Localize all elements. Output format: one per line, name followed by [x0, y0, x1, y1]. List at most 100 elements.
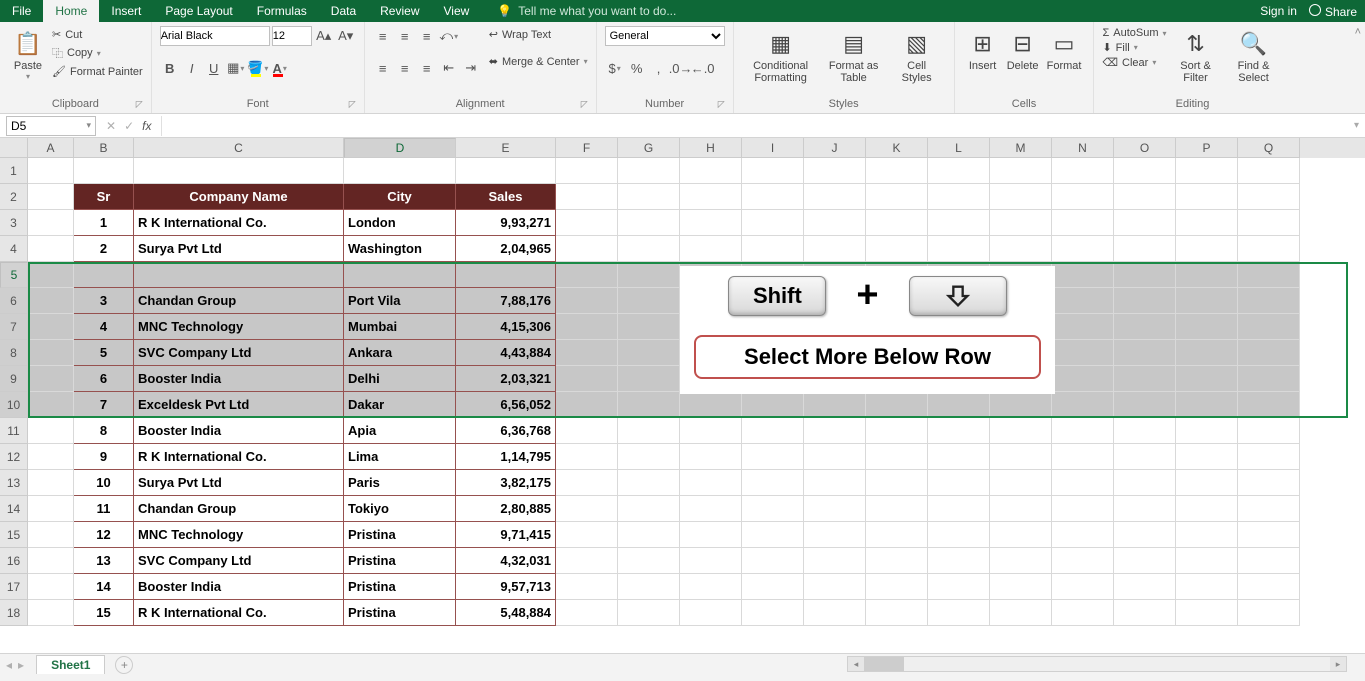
cell-F16[interactable]: [556, 548, 618, 574]
tab-formulas[interactable]: Formulas: [245, 0, 319, 22]
cell-F8[interactable]: [556, 340, 618, 366]
cell-D13[interactable]: Paris: [344, 470, 456, 496]
cell-D18[interactable]: Pristina: [344, 600, 456, 626]
cell-L10[interactable]: [928, 392, 990, 418]
cell-J3[interactable]: [804, 210, 866, 236]
cell-E9[interactable]: 2,03,321: [456, 366, 556, 392]
cell-O13[interactable]: [1114, 470, 1176, 496]
share-button[interactable]: Share: [1309, 4, 1357, 19]
cell-O10[interactable]: [1114, 392, 1176, 418]
cell-E12[interactable]: 1,14,795: [456, 444, 556, 470]
conditional-formatting-button[interactable]: ▦Conditional Formatting: [742, 26, 820, 86]
tab-insert[interactable]: Insert: [99, 0, 153, 22]
cell-A13[interactable]: [28, 470, 74, 496]
cell-Q5[interactable]: [1238, 262, 1300, 288]
cell-B4[interactable]: 2: [74, 236, 134, 262]
row-header-10[interactable]: 10: [0, 392, 28, 418]
cell-G3[interactable]: [618, 210, 680, 236]
cell-B10[interactable]: 7: [74, 392, 134, 418]
col-header-M[interactable]: M: [990, 138, 1052, 158]
cell-P13[interactable]: [1176, 470, 1238, 496]
cell-J16[interactable]: [804, 548, 866, 574]
cell-N7[interactable]: [1052, 314, 1114, 340]
cell-Q15[interactable]: [1238, 522, 1300, 548]
cell-H13[interactable]: [680, 470, 742, 496]
cell-M14[interactable]: [990, 496, 1052, 522]
cell-B13[interactable]: 10: [74, 470, 134, 496]
col-header-D[interactable]: D: [344, 138, 456, 158]
cell-P18[interactable]: [1176, 600, 1238, 626]
name-box[interactable]: D5▾: [6, 116, 96, 136]
align-bottom-icon[interactable]: ≡: [417, 26, 437, 46]
add-sheet-button[interactable]: +: [115, 656, 133, 674]
currency-icon[interactable]: $: [605, 58, 625, 78]
cell-J15[interactable]: [804, 522, 866, 548]
cell-D2[interactable]: City: [344, 184, 456, 210]
col-header-H[interactable]: H: [680, 138, 742, 158]
col-header-O[interactable]: O: [1114, 138, 1176, 158]
cell-N13[interactable]: [1052, 470, 1114, 496]
cell-M2[interactable]: [990, 184, 1052, 210]
italic-button[interactable]: I: [182, 58, 202, 78]
cell-D17[interactable]: Pristina: [344, 574, 456, 600]
cell-P3[interactable]: [1176, 210, 1238, 236]
cell-A6[interactable]: [28, 288, 74, 314]
cell-F10[interactable]: [556, 392, 618, 418]
cell-D4[interactable]: Washington: [344, 236, 456, 262]
cell-D14[interactable]: Tokiyo: [344, 496, 456, 522]
cell-L11[interactable]: [928, 418, 990, 444]
cell-H3[interactable]: [680, 210, 742, 236]
font-dialog-launcher[interactable]: ◸: [349, 99, 356, 110]
align-center-icon[interactable]: ≡: [395, 58, 415, 78]
cell-K11[interactable]: [866, 418, 928, 444]
cell-B15[interactable]: 12: [74, 522, 134, 548]
cell-P11[interactable]: [1176, 418, 1238, 444]
cell-G6[interactable]: [618, 288, 680, 314]
decrease-indent-icon[interactable]: ⇤: [439, 58, 459, 78]
cell-K14[interactable]: [866, 496, 928, 522]
col-header-E[interactable]: E: [456, 138, 556, 158]
col-header-C[interactable]: C: [134, 138, 344, 158]
enter-formula-icon[interactable]: ✓: [124, 119, 134, 133]
col-header-K[interactable]: K: [866, 138, 928, 158]
merge-center-button[interactable]: ⬌Merge & Center▾: [489, 53, 588, 70]
cell-J1[interactable]: [804, 158, 866, 184]
cell-K4[interactable]: [866, 236, 928, 262]
tab-home[interactable]: Home: [43, 0, 99, 22]
cell-H17[interactable]: [680, 574, 742, 600]
cell-M1[interactable]: [990, 158, 1052, 184]
cell-C2[interactable]: Company Name: [134, 184, 344, 210]
cell-O1[interactable]: [1114, 158, 1176, 184]
cell-L12[interactable]: [928, 444, 990, 470]
cell-N9[interactable]: [1052, 366, 1114, 392]
cell-A1[interactable]: [28, 158, 74, 184]
cell-Q3[interactable]: [1238, 210, 1300, 236]
cell-L4[interactable]: [928, 236, 990, 262]
cell-B7[interactable]: 4: [74, 314, 134, 340]
cell-A4[interactable]: [28, 236, 74, 262]
font-name-select[interactable]: [160, 26, 270, 46]
cell-E8[interactable]: 4,43,884: [456, 340, 556, 366]
cell-B3[interactable]: 1: [74, 210, 134, 236]
cell-E7[interactable]: 4,15,306: [456, 314, 556, 340]
decrease-decimal-icon[interactable]: ←.0: [693, 58, 713, 78]
cell-I17[interactable]: [742, 574, 804, 600]
cell-Q11[interactable]: [1238, 418, 1300, 444]
borders-button[interactable]: ▦: [226, 58, 246, 78]
find-select-button[interactable]: 🔍Find & Select: [1225, 26, 1283, 86]
cell-J12[interactable]: [804, 444, 866, 470]
cell-F5[interactable]: [556, 262, 618, 288]
cell-Q2[interactable]: [1238, 184, 1300, 210]
cell-J18[interactable]: [804, 600, 866, 626]
cell-F17[interactable]: [556, 574, 618, 600]
cell-N14[interactable]: [1052, 496, 1114, 522]
formula-input[interactable]: [161, 116, 1348, 136]
cell-D12[interactable]: Lima: [344, 444, 456, 470]
scroll-left-icon[interactable]: ◂: [848, 657, 864, 671]
row-header-14[interactable]: 14: [0, 496, 28, 522]
cell-I11[interactable]: [742, 418, 804, 444]
cell-O9[interactable]: [1114, 366, 1176, 392]
col-header-Q[interactable]: Q: [1238, 138, 1300, 158]
cell-G4[interactable]: [618, 236, 680, 262]
underline-button[interactable]: U: [204, 58, 224, 78]
